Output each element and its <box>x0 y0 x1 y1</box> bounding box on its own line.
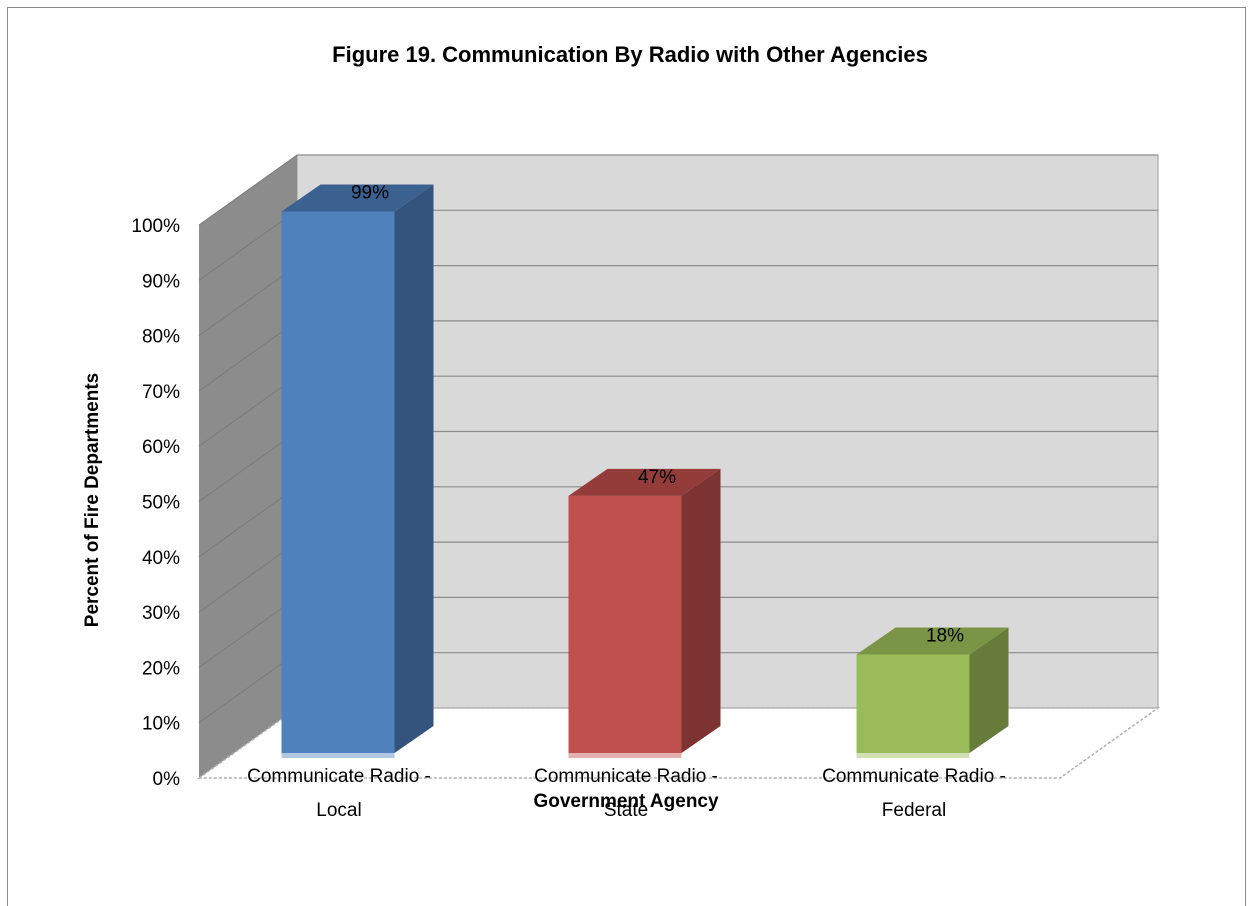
y-tick-label: 10% <box>142 714 180 735</box>
bar-top <box>568 468 721 496</box>
data-labels: 99% 47% 18% <box>351 182 964 646</box>
category-label-line: Federal <box>882 800 946 821</box>
category-label: Communicate Radio - Federal <box>822 766 1006 821</box>
bar <box>281 184 434 758</box>
bar-front <box>568 495 682 753</box>
bar-side <box>681 468 721 753</box>
data-label: 47% <box>638 467 676 488</box>
y-tick-label: 100% <box>131 216 180 237</box>
bar <box>856 627 1009 758</box>
bar-base <box>281 753 395 758</box>
category-label-line: Communicate Radio - <box>534 766 718 787</box>
data-label: 18% <box>926 626 964 647</box>
category-label-line: State <box>604 800 648 821</box>
gridline-diagonal <box>198 431 298 502</box>
y-axis-ticks: 0% 10% 20% 30% 40% 50% 60% 70% 80% 90% 100% <box>131 216 180 790</box>
y-tick-label: 50% <box>142 493 180 514</box>
y-tick-label: 80% <box>142 327 180 348</box>
y-tick-label: 30% <box>142 603 180 624</box>
y-tick-label: 70% <box>142 382 180 403</box>
bar-base <box>568 753 682 758</box>
category-label: Communicate Radio - State <box>534 766 718 821</box>
gridline-diagonal <box>198 652 298 724</box>
gridline-diagonal <box>198 209 298 281</box>
bar <box>568 468 721 758</box>
gridline-diagonal <box>198 265 298 337</box>
y-tick-label: 0% <box>153 769 181 790</box>
y-tick-label: 20% <box>142 658 180 679</box>
bar-side <box>969 627 1009 753</box>
category-label-line: Communicate Radio - <box>247 766 431 787</box>
y-tick-label: 40% <box>142 548 180 569</box>
chart-title: Figure 19. Communication By Radio with O… <box>332 42 928 67</box>
gridline-diagonal <box>198 154 298 226</box>
y-tick-label: 60% <box>142 437 180 458</box>
category-label-line: Local <box>316 800 361 821</box>
x-axis-title: Government Agency <box>533 791 719 812</box>
gridline-diagonal <box>198 375 298 447</box>
gridline-diagonal <box>198 596 298 668</box>
category-label: Communicate Radio - Local <box>247 766 431 821</box>
gridlines <box>198 154 1158 724</box>
bar-front <box>281 211 395 754</box>
bar-top <box>281 184 434 212</box>
data-label: 99% <box>351 182 389 203</box>
bar-side <box>394 184 434 754</box>
bar-front <box>856 654 970 753</box>
gridline-diagonal <box>198 320 298 392</box>
bars <box>281 184 1009 758</box>
floor-outline <box>196 707 1161 779</box>
gridline-diagonal <box>198 486 298 558</box>
category-label-line: Communicate Radio - <box>822 766 1006 787</box>
y-axis-title: Percent of Fire Departments <box>82 373 103 627</box>
y-tick-label: 90% <box>142 271 180 292</box>
gridline-diagonal <box>198 541 298 613</box>
bar-base <box>856 753 970 758</box>
bar-top <box>856 627 1009 655</box>
